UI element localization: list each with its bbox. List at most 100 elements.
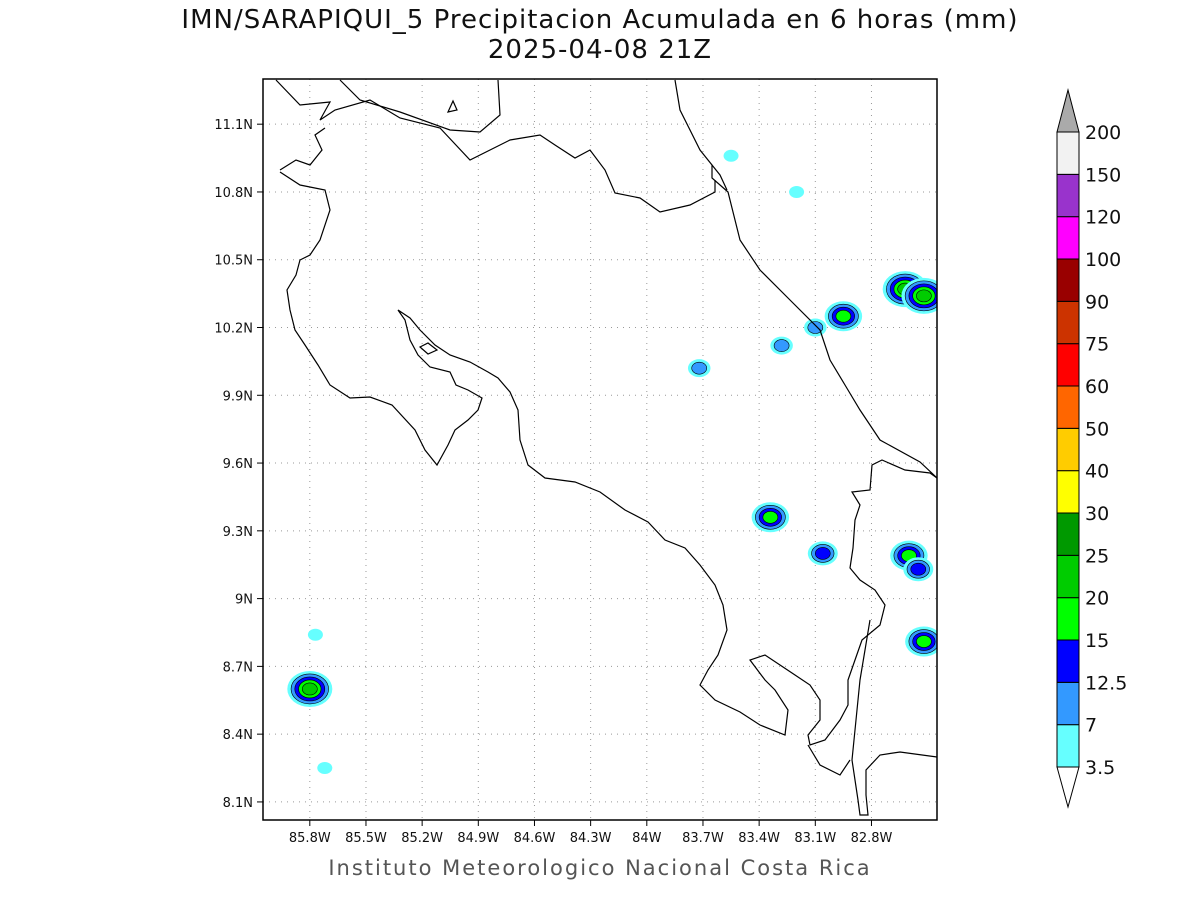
colorbar-segment — [1056, 258, 1080, 302]
map-title: IMN/SARAPIQUI_5 Precipitacion Acumulada … — [181, 5, 1019, 35]
x-tick-label: 84.9W — [457, 831, 499, 846]
precip-cell — [723, 149, 739, 162]
y-tick-label: 9N — [235, 593, 253, 608]
panama-border — [851, 619, 937, 816]
pacific-coast-guanacaste — [279, 127, 937, 746]
colorbar-segment — [1056, 681, 1080, 726]
colorbar-segment — [1056, 216, 1080, 260]
precip-cell — [307, 628, 323, 641]
colorbar-segment — [1056, 597, 1080, 641]
nicaragua-shore-north — [339, 79, 501, 133]
precip-cell — [804, 318, 827, 337]
precip-contour — [317, 762, 333, 775]
y-tick-label: 10.8N — [214, 186, 253, 201]
precip-cell — [287, 670, 333, 707]
precip-cell — [687, 359, 711, 378]
lake-island — [446, 99, 458, 113]
colorbar-label: 25 — [1085, 545, 1109, 567]
y-tick-label: 11.1N — [214, 118, 253, 133]
y-tick-label: 9.9N — [223, 389, 253, 404]
colorbar-segment — [1056, 427, 1080, 472]
rio-san-juan — [711, 164, 728, 191]
colorbar-label: 120 — [1085, 207, 1121, 229]
precip-cell — [905, 626, 937, 657]
colorbar-segment — [1056, 724, 1080, 768]
precip-cell — [824, 301, 863, 332]
colorbar-label: 7 — [1085, 715, 1097, 737]
precip-contour — [814, 547, 831, 560]
x-tick-label: 85.2W — [401, 831, 443, 846]
colorbar-label: 75 — [1085, 334, 1109, 356]
lat-lon-grid — [263, 79, 937, 820]
colorbar-label: 90 — [1085, 291, 1109, 313]
footer-credit: Instituto Meteorologico Nacional Costa R… — [328, 856, 872, 880]
x-tick-label: 85.8W — [289, 831, 331, 846]
x-tick-label: 83.7W — [682, 831, 724, 846]
precip-cell — [751, 502, 790, 533]
caribbean-coast — [674, 79, 937, 479]
coastline — [275, 79, 937, 816]
colorbar: 3.5 7 12.5 15 20 25 30 40 50 60 75 90 100 120 150 200 — [1056, 88, 1127, 809]
colorbar-segment — [1056, 343, 1080, 387]
precip-cell — [317, 762, 333, 775]
y-tick-label: 8.1N — [223, 796, 253, 811]
precip-contour — [723, 149, 739, 162]
lake-nicaragua-shore — [275, 79, 716, 213]
map-timestamp: 2025-04-08 21Z — [487, 35, 713, 65]
x-tick-label: 83.4W — [738, 831, 780, 846]
precip-contour — [916, 289, 932, 303]
colorbar-label: 3.5 — [1085, 757, 1115, 779]
colorbar-label: 150 — [1085, 164, 1121, 186]
precip-contour — [807, 321, 824, 334]
colorbar-segment — [1056, 131, 1080, 175]
colorbar-segment — [1056, 173, 1080, 218]
precip-cell — [807, 541, 838, 566]
colorbar-label: 20 — [1085, 588, 1109, 610]
colorbar-label: 60 — [1085, 376, 1109, 398]
colorbar-min-arrow — [1056, 766, 1080, 809]
precip-cell — [789, 185, 805, 198]
y-tick-label: 10.2N — [214, 322, 253, 337]
x-tick-label: 84W — [632, 831, 662, 846]
colorbar-label: 12.5 — [1085, 672, 1127, 694]
precip-contour — [307, 628, 323, 641]
precip-contour — [302, 682, 318, 696]
precip-cell — [901, 277, 937, 314]
precip-contour — [916, 635, 932, 648]
precip-contour — [835, 309, 852, 323]
precip-contour — [762, 510, 779, 524]
colorbar-label: 40 — [1085, 461, 1109, 483]
axis-labels: 85.8W 85.5W 85.2W 84.9W 84.6W 84.3W 84W 83.7W 83… — [214, 118, 892, 846]
pacific-coast-south — [807, 744, 851, 776]
x-tick-label: 84.6W — [514, 831, 556, 846]
precip-contour — [789, 185, 805, 198]
colorbar-label: 200 — [1085, 122, 1121, 144]
y-tick-label: 9.3N — [223, 525, 253, 540]
colorbar-segment — [1056, 470, 1080, 514]
colorbar-label: 15 — [1085, 630, 1109, 652]
map-frame — [262, 78, 938, 821]
x-tick-label: 85.5W — [345, 831, 387, 846]
precip-cell — [903, 557, 934, 582]
colorbar-segment — [1056, 639, 1080, 683]
y-tick-label: 8.7N — [223, 660, 253, 675]
colorbar-segment — [1056, 300, 1080, 345]
precip-cell — [770, 336, 793, 355]
colorbar-max-arrow — [1056, 88, 1080, 133]
x-tick-label: 82.8W — [851, 831, 893, 846]
precip-contour — [773, 339, 790, 352]
x-tick-label: 83.1W — [794, 831, 836, 846]
colorbar-segment — [1056, 512, 1080, 556]
y-tick-label: 8.4N — [223, 728, 253, 743]
y-tick-label: 10.5N — [214, 254, 253, 269]
gulf-island — [418, 342, 439, 355]
colorbar-label: 30 — [1085, 503, 1109, 525]
colorbar-segment — [1056, 385, 1080, 429]
precip-contour — [910, 562, 927, 576]
x-tick-label: 84.3W — [570, 831, 612, 846]
y-tick-label: 9.6N — [223, 457, 253, 472]
colorbar-label: 100 — [1085, 249, 1121, 271]
colorbar-segment — [1056, 554, 1080, 599]
precipitation-layer — [287, 149, 937, 775]
